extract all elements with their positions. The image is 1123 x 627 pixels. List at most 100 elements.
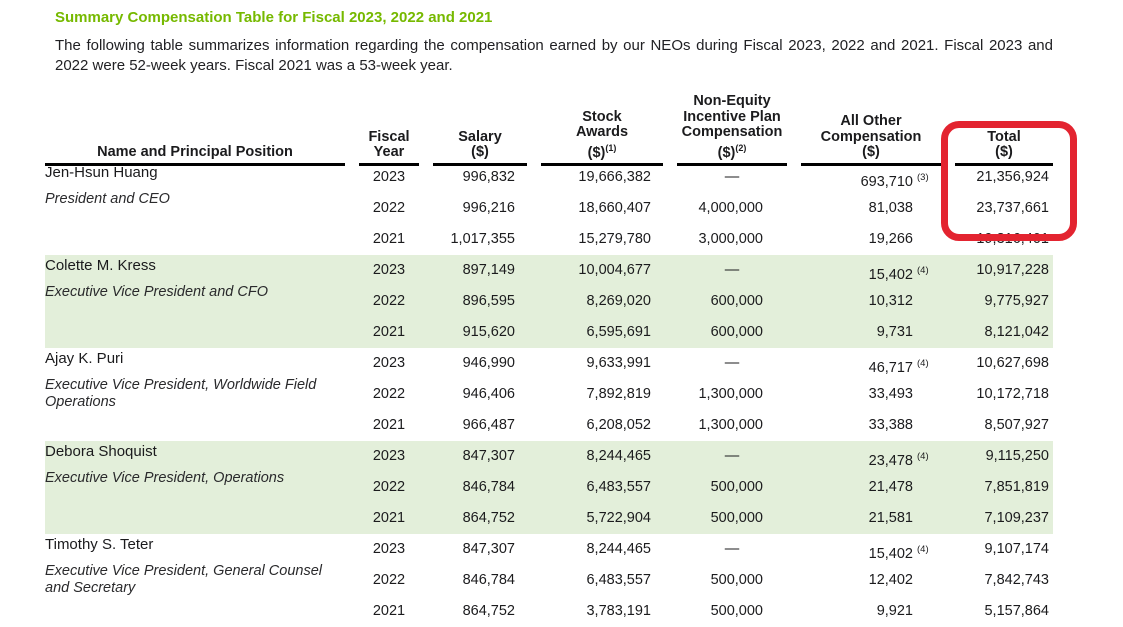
total-value: 21,356,924 xyxy=(976,169,1049,185)
fiscal-year-value: 2021 xyxy=(372,417,406,433)
total-value: 7,109,237 xyxy=(984,510,1049,526)
intro-paragraph: The following table summarizes informati… xyxy=(55,37,1053,74)
executive-name-cell: Colette M. Kress Executive Vice Presiden… xyxy=(45,255,345,348)
header-all-other-compensation: All Other Compensation ($) xyxy=(801,114,941,166)
executive-group-shoquist: Debora Shoquist Executive Vice President… xyxy=(45,441,1053,534)
executive-name: Colette M. Kress xyxy=(45,257,156,274)
footnote-marker-3: (3) xyxy=(917,172,929,183)
all-other-value: 33,388 xyxy=(868,417,913,433)
stock-awards-value: 6,483,557 xyxy=(586,572,651,588)
all-other-value: 693,710 (3) xyxy=(801,162,941,193)
non-equity-value: — xyxy=(724,262,740,278)
non-equity-value: 600,000 xyxy=(710,293,763,309)
total-value: 9,115,250 xyxy=(985,448,1049,464)
total-value: 23,737,661 xyxy=(976,200,1049,216)
all-other-value: 33,493 xyxy=(868,386,913,402)
total-value: 10,172,718 xyxy=(976,386,1049,402)
header-salary: Salary ($) xyxy=(433,129,527,166)
stock-awards-value: 8,244,465 xyxy=(586,448,651,464)
footnote-marker-4: (4) xyxy=(917,451,929,462)
all-other-value: 46,717 (4) xyxy=(801,348,941,379)
all-other-value: 81,038 xyxy=(868,200,913,216)
salary-value: 996,832 xyxy=(462,169,515,185)
footnote-marker-1: (1) xyxy=(605,142,617,153)
total-value: 9,107,174 xyxy=(984,541,1049,557)
executive-position: President and CEO xyxy=(45,191,170,207)
footnote-marker-2: (2) xyxy=(735,142,747,153)
footnote-marker-4: (4) xyxy=(917,265,929,276)
fiscal-year-value: 2023 xyxy=(372,355,406,371)
salary-value: 966,487 xyxy=(462,417,515,433)
fiscal-year-value: 2022 xyxy=(372,572,406,588)
stock-awards-value: 7,892,819 xyxy=(586,386,651,402)
table-header-row: Name and Principal Position Fiscal Year … xyxy=(45,93,1053,166)
salary-value: 896,595 xyxy=(462,293,515,309)
fiscal-year-value: 2023 xyxy=(372,448,406,464)
salary-value: 915,620 xyxy=(462,324,515,340)
non-equity-value: — xyxy=(724,448,740,464)
header-total: Total ($) xyxy=(955,129,1053,166)
stock-awards-value: 8,244,465 xyxy=(586,541,651,557)
executive-name: Ajay K. Puri xyxy=(45,350,124,367)
executive-name-cell: Jen-Hsun Huang President and CEO xyxy=(45,162,345,255)
non-equity-value: — xyxy=(724,541,740,557)
all-other-value: 15,402 (4) xyxy=(801,534,941,565)
summary-compensation-table: Name and Principal Position Fiscal Year … xyxy=(45,93,1053,627)
fiscal-year-value: 2023 xyxy=(372,541,406,557)
executive-name-cell: Debora Shoquist Executive Vice President… xyxy=(45,441,345,534)
total-value: 5,157,864 xyxy=(984,603,1049,619)
non-equity-value: 600,000 xyxy=(710,324,763,340)
executive-group-teter: Timothy S. Teter Executive Vice Presiden… xyxy=(45,534,1053,627)
executive-group-puri: Ajay K. Puri Executive Vice President, W… xyxy=(45,348,1053,441)
total-value: 7,842,743 xyxy=(984,572,1049,588)
stock-awards-value: 15,279,780 xyxy=(578,231,651,247)
fiscal-year-value: 2022 xyxy=(372,200,406,216)
stock-awards-value: 10,004,677 xyxy=(578,262,651,278)
total-value: 19,316,401 xyxy=(976,231,1049,247)
footnote-marker-4: (4) xyxy=(917,358,929,369)
non-equity-value: 1,300,000 xyxy=(698,417,763,433)
salary-value: 897,149 xyxy=(462,262,515,278)
executive-name: Debora Shoquist xyxy=(45,443,157,460)
stock-awards-value: 19,666,382 xyxy=(578,169,651,185)
executive-position: Executive Vice President, Worldwide Fiel… xyxy=(45,377,317,410)
salary-value: 946,406 xyxy=(462,386,515,402)
non-equity-value: 4,000,000 xyxy=(698,200,763,216)
fiscal-year-value: 2021 xyxy=(372,324,406,340)
all-other-value: 23,478 (4) xyxy=(801,441,941,472)
footnote-marker-4: (4) xyxy=(917,544,929,555)
fiscal-year-value: 2022 xyxy=(372,386,406,402)
fiscal-year-value: 2022 xyxy=(372,479,406,495)
salary-value: 846,784 xyxy=(462,479,515,495)
stock-awards-value: 3,783,191 xyxy=(586,603,651,619)
non-equity-value: — xyxy=(724,355,740,371)
salary-value: 946,990 xyxy=(462,355,515,371)
total-value: 8,507,927 xyxy=(984,417,1049,433)
executive-name: Timothy S. Teter xyxy=(45,536,154,553)
executive-position: Executive Vice President, Operations xyxy=(45,470,285,486)
executive-name-cell: Timothy S. Teter Executive Vice Presiden… xyxy=(45,534,345,627)
all-other-value: 12,402 xyxy=(868,572,913,588)
total-value: 10,627,698 xyxy=(976,355,1049,371)
all-other-value: 9,731 xyxy=(876,324,913,340)
total-value: 9,775,927 xyxy=(984,293,1049,309)
non-equity-value: 500,000 xyxy=(710,510,763,526)
executive-position: Executive Vice President, General Counse… xyxy=(45,563,322,596)
executive-group-kress: Colette M. Kress Executive Vice Presiden… xyxy=(45,255,1053,348)
all-other-value: 21,478 xyxy=(868,479,913,495)
all-other-value: 21,581 xyxy=(868,510,913,526)
fiscal-year-value: 2021 xyxy=(372,231,406,247)
executive-name: Jen-Hsun Huang xyxy=(45,164,158,181)
non-equity-value: 500,000 xyxy=(710,479,763,495)
salary-value: 864,752 xyxy=(462,510,515,526)
executive-group-huang: Jen-Hsun Huang President and CEO 2023 99… xyxy=(45,162,1053,255)
total-value: 10,917,228 xyxy=(976,262,1049,278)
fiscal-year-value: 2022 xyxy=(372,293,406,309)
non-equity-value: 3,000,000 xyxy=(698,231,763,247)
non-equity-value: 500,000 xyxy=(710,603,763,619)
non-equity-value: 500,000 xyxy=(710,572,763,588)
non-equity-value: 1,300,000 xyxy=(698,386,763,402)
stock-awards-value: 8,269,020 xyxy=(586,293,651,309)
salary-value: 1,017,355 xyxy=(450,231,515,247)
